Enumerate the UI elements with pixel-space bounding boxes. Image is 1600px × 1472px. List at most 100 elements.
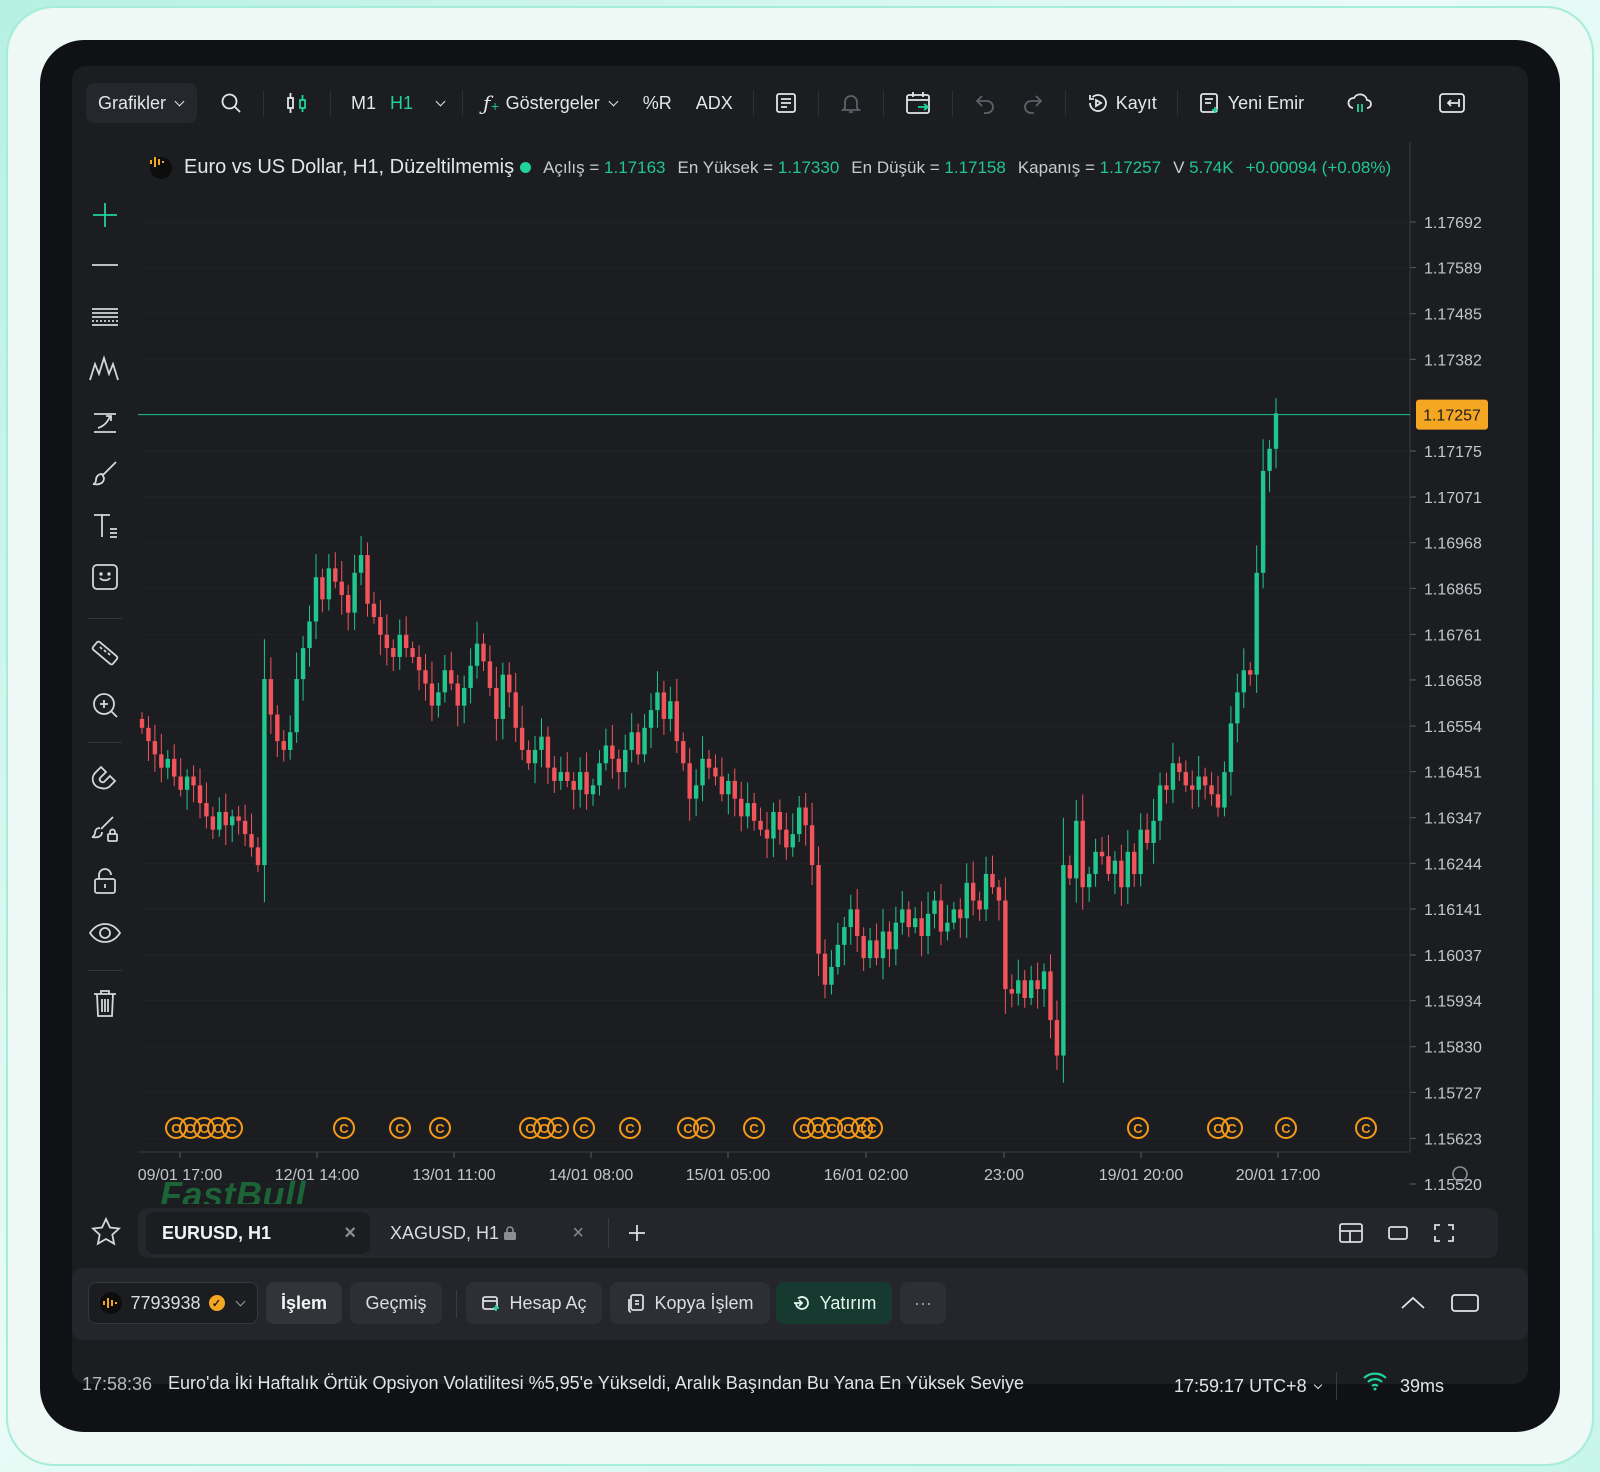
candle-body bbox=[1228, 723, 1234, 773]
candle-body bbox=[874, 940, 879, 959]
indicators-button[interactable]: ƒ+ Göstergeler bbox=[471, 83, 631, 123]
candle-body bbox=[1254, 572, 1259, 675]
candle-body bbox=[165, 758, 170, 768]
single-layout-button[interactable] bbox=[1386, 1221, 1410, 1250]
magnet-tool[interactable] bbox=[86, 758, 124, 796]
event-marker-glyph: C bbox=[1361, 1121, 1371, 1136]
zoom-tool[interactable] bbox=[86, 686, 124, 724]
new-order-button[interactable]: Yeni Emir bbox=[1186, 83, 1316, 123]
broker-logo-icon bbox=[150, 156, 172, 179]
open-value: 1.17163 bbox=[604, 157, 666, 177]
event-marker-icon bbox=[1355, 1117, 1377, 1139]
chart-type-button[interactable] bbox=[272, 83, 322, 123]
brush-icon bbox=[92, 461, 117, 486]
fullscreen-button[interactable] bbox=[1432, 1221, 1456, 1250]
add-tab-button[interactable] bbox=[624, 1220, 650, 1251]
event-marker-glyph: C bbox=[213, 1121, 223, 1136]
calendar-icon bbox=[905, 92, 930, 114]
event-marker-icon bbox=[821, 1117, 843, 1139]
event-marker-glyph: C bbox=[1281, 1121, 1291, 1136]
delete-tool[interactable] bbox=[86, 984, 124, 1022]
brush-tool[interactable] bbox=[86, 454, 124, 492]
invest-button[interactable]: Yatırım bbox=[776, 1282, 892, 1324]
indicator-williams-r[interactable]: %R bbox=[642, 92, 672, 113]
favorite-button[interactable] bbox=[90, 1216, 122, 1253]
candle-body bbox=[1132, 851, 1137, 874]
wifi-icon bbox=[1363, 1372, 1387, 1391]
low-label: En Düşük = bbox=[851, 157, 940, 177]
event-marker-icon bbox=[573, 1117, 595, 1139]
calendar-button[interactable] bbox=[892, 83, 944, 123]
undo-button[interactable] bbox=[961, 83, 1009, 123]
unlock-tool[interactable] bbox=[86, 862, 124, 900]
candle-body bbox=[1267, 448, 1272, 471]
event-marker-glyph: C bbox=[699, 1121, 709, 1136]
news-headline[interactable]: Euro'da İki Haftalık Örtük Opsiyon Volat… bbox=[168, 1373, 1025, 1393]
tab-xagusd-h1[interactable]: XAGUSD, H1 × bbox=[374, 1212, 598, 1254]
more-button[interactable]: ··· bbox=[900, 1282, 946, 1324]
copy-trade-button[interactable]: Kopya İşlem bbox=[610, 1282, 770, 1324]
candle-body bbox=[893, 922, 899, 950]
projection-tool[interactable] bbox=[86, 402, 124, 440]
news-ticker: 17:58:36 Euro'da İki Haftalık Örtük Opsi… bbox=[40, 1352, 1560, 1422]
horizontal-line-tool[interactable] bbox=[86, 246, 124, 284]
candle-body bbox=[217, 811, 222, 830]
candle-body bbox=[358, 555, 364, 573]
clock-selector[interactable]: 17:59:17 UTC+8 bbox=[1174, 1376, 1323, 1397]
candle-body bbox=[1177, 763, 1182, 773]
expand-panel-button[interactable] bbox=[1398, 1288, 1428, 1323]
timeframe-h1[interactable]: H1 bbox=[390, 92, 414, 113]
layout-button[interactable] bbox=[1338, 1221, 1364, 1250]
indicator-adx[interactable]: ADX bbox=[695, 92, 733, 113]
candle-body bbox=[565, 772, 570, 781]
candle-body bbox=[983, 873, 989, 910]
record-button[interactable]: Kayıt bbox=[1074, 83, 1169, 123]
lock-drawings-tool[interactable] bbox=[86, 810, 124, 848]
trade-tab-button[interactable]: İşlem bbox=[266, 1282, 342, 1324]
fibonacci-tool[interactable] bbox=[86, 298, 124, 336]
tab-eurusd-h1[interactable]: EURUSD, H1 × bbox=[146, 1212, 370, 1254]
candle-body bbox=[307, 621, 312, 649]
candle-body bbox=[835, 944, 841, 967]
y-tick-label: 1.17071 bbox=[1424, 490, 1482, 507]
pattern-tool[interactable] bbox=[86, 350, 124, 388]
candle-body bbox=[275, 714, 280, 742]
charts-menu-button[interactable]: Grafikler bbox=[86, 83, 198, 123]
visibility-tool[interactable] bbox=[86, 914, 124, 952]
cloud-sync-button[interactable] bbox=[1334, 83, 1386, 123]
text-tool[interactable] bbox=[86, 506, 124, 544]
history-tab-button[interactable]: Geçmiş bbox=[350, 1282, 442, 1324]
ruler-tool[interactable] bbox=[86, 634, 124, 672]
redo-button[interactable] bbox=[1009, 83, 1057, 123]
panel-toggle-button[interactable] bbox=[1450, 1290, 1480, 1321]
exit-fullscreen-button[interactable] bbox=[1426, 83, 1478, 123]
candle-body bbox=[1022, 980, 1027, 998]
y-tick-label: 1.17589 bbox=[1424, 261, 1482, 278]
settings-gear-icon[interactable] bbox=[1452, 1166, 1468, 1182]
timeframe-m1[interactable]: M1 bbox=[351, 92, 377, 113]
candle-body bbox=[558, 772, 564, 781]
candlestick-chart[interactable]: 1.17692 1.17589 1.17485 1.17382 1.17175 1.170… bbox=[138, 142, 1528, 1198]
smiley-icon bbox=[92, 564, 118, 590]
crosshair-tool[interactable] bbox=[86, 196, 124, 234]
price-chart[interactable]: 1.17692 1.17589 1.17485 1.17382 1.17175 1.170… bbox=[138, 142, 1528, 1215]
candle-body bbox=[629, 732, 634, 750]
search-button[interactable] bbox=[207, 83, 255, 123]
replay-icon bbox=[1088, 94, 1107, 112]
change-value: +0.00094 (+0.08%) bbox=[1245, 157, 1392, 177]
sticker-tool[interactable] bbox=[86, 558, 124, 596]
event-marker-icon bbox=[1207, 1117, 1229, 1139]
candle-body bbox=[977, 900, 982, 910]
volume-stat: V 5.74K bbox=[1173, 158, 1234, 178]
close-tab-icon[interactable]: × bbox=[344, 1222, 356, 1244]
alert-button[interactable] bbox=[827, 83, 875, 123]
open-account-button[interactable]: Hesap Aç bbox=[466, 1282, 602, 1324]
y-tick-label: 1.16658 bbox=[1424, 673, 1482, 690]
timeframe-dropdown[interactable] bbox=[425, 83, 454, 123]
template-button[interactable] bbox=[762, 83, 810, 123]
x-tick-label: 19/01 20:00 bbox=[1099, 1167, 1184, 1184]
close-tab-icon[interactable]: × bbox=[572, 1222, 584, 1244]
account-selector[interactable]: 7793938 ✓ bbox=[88, 1282, 258, 1324]
broker-logo-icon bbox=[100, 1292, 123, 1314]
candle-body bbox=[455, 683, 460, 706]
